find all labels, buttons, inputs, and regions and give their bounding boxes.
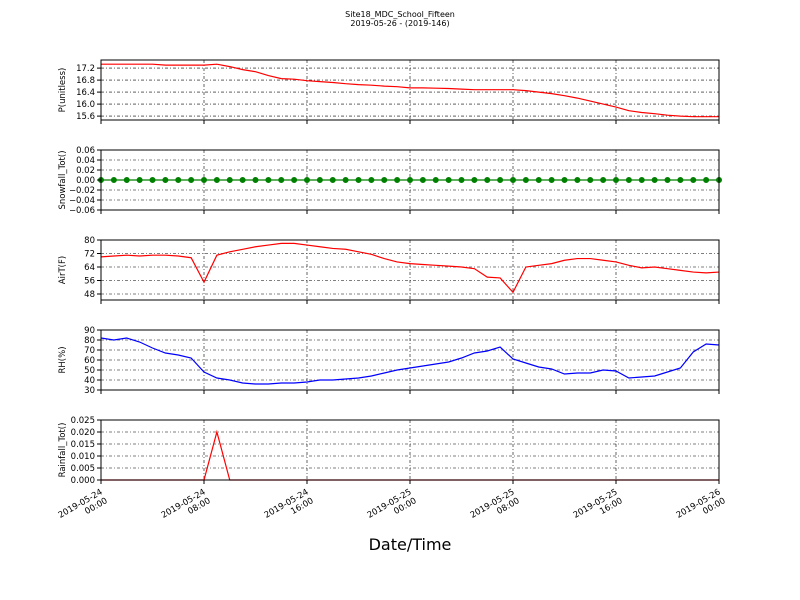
data-point (175, 177, 182, 183)
data-point (522, 177, 529, 183)
data-point (304, 177, 310, 183)
data-point (381, 177, 388, 183)
data-point (419, 177, 426, 183)
data-point (201, 177, 207, 183)
data-point (394, 177, 401, 183)
y-tick-label: 0.005 (71, 464, 95, 474)
y-tick-label: 80 (84, 236, 95, 246)
data-point (625, 177, 632, 183)
y-axis-label: AirT(F) (58, 256, 68, 284)
y-tick-label: −0.06 (69, 206, 95, 216)
data-point (535, 177, 542, 183)
data-point (265, 177, 272, 183)
data-point (445, 177, 452, 183)
data-point (432, 177, 439, 183)
y-tick-label: 0.010 (71, 452, 95, 462)
data-point (355, 177, 362, 183)
y-tick-label: −0.04 (69, 196, 95, 206)
data-point (510, 177, 516, 183)
data-point (561, 177, 568, 183)
data-point (613, 177, 619, 183)
y-axis-label: Snowfall_Tot() (58, 150, 68, 209)
data-point (703, 177, 710, 183)
y-tick-label: 0.000 (71, 476, 95, 486)
y-axis-label: RH(%) (58, 346, 68, 373)
y-axis-label: P(unitless) (58, 68, 68, 113)
data-point (110, 177, 117, 183)
data-point (458, 177, 465, 183)
data-point (484, 177, 491, 183)
chart-subtitle: 2019-05-26 - (2019-146) (350, 19, 449, 28)
y-tick-label: 16.0 (76, 100, 95, 110)
data-point (471, 177, 478, 183)
data-point (226, 177, 233, 183)
data-line (100, 337, 720, 385)
y-tick-label: 0.025 (71, 416, 95, 426)
y-tick-label: −0.02 (69, 186, 95, 196)
data-point (368, 177, 375, 183)
y-tick-label: 17.2 (76, 64, 95, 74)
data-point (677, 177, 684, 183)
data-point (574, 177, 581, 183)
x-axis-label: Date/Time (369, 535, 452, 554)
data-point (291, 177, 298, 183)
data-point (497, 177, 504, 183)
y-tick-label: 64 (84, 263, 95, 273)
data-point (123, 177, 130, 183)
y-tick-label: 15.6 (76, 112, 95, 122)
data-point (188, 177, 195, 183)
data-point (252, 177, 259, 183)
data-line (100, 242, 720, 294)
y-tick-label: 0.02 (76, 166, 95, 176)
y-tick-label: 70 (84, 346, 95, 356)
data-point (213, 177, 220, 183)
data-point (278, 177, 285, 183)
data-point (162, 177, 169, 183)
data-point (149, 177, 156, 183)
y-tick-label: 0.020 (71, 428, 95, 438)
y-tick-label: 56 (84, 276, 95, 286)
data-point (690, 177, 697, 183)
data-point (651, 177, 658, 183)
chart-title: Site18_MDC_School_Fifteen (345, 10, 455, 19)
data-point (316, 177, 323, 183)
data-point (600, 177, 607, 183)
data-point (136, 177, 143, 183)
data-point (342, 177, 349, 183)
data-point (664, 177, 671, 183)
y-tick-label: 30 (84, 386, 95, 396)
y-tick-label: 16.4 (76, 88, 95, 98)
data-point (548, 177, 555, 183)
data-point (407, 177, 413, 183)
y-tick-label: 50 (84, 366, 95, 376)
y-tick-label: 60 (84, 356, 95, 366)
data-point (587, 177, 594, 183)
y-tick-label: 0.04 (76, 156, 95, 166)
y-tick-label: 16.8 (76, 76, 95, 86)
data-line (101, 63, 719, 118)
y-tick-label: 72 (84, 249, 95, 259)
y-tick-label: 40 (84, 376, 95, 386)
y-tick-label: 0.06 (76, 146, 95, 156)
data-point (329, 177, 336, 183)
data-point (239, 177, 246, 183)
data-point (638, 177, 645, 183)
y-tick-label: 80 (84, 336, 95, 346)
y-tick-label: 0.00 (76, 176, 95, 186)
y-tick-label: 0.015 (71, 440, 95, 450)
y-tick-label: 48 (84, 290, 95, 300)
y-tick-label: 90 (84, 326, 95, 336)
y-axis-label: Rainfall_Tot() (58, 423, 68, 478)
